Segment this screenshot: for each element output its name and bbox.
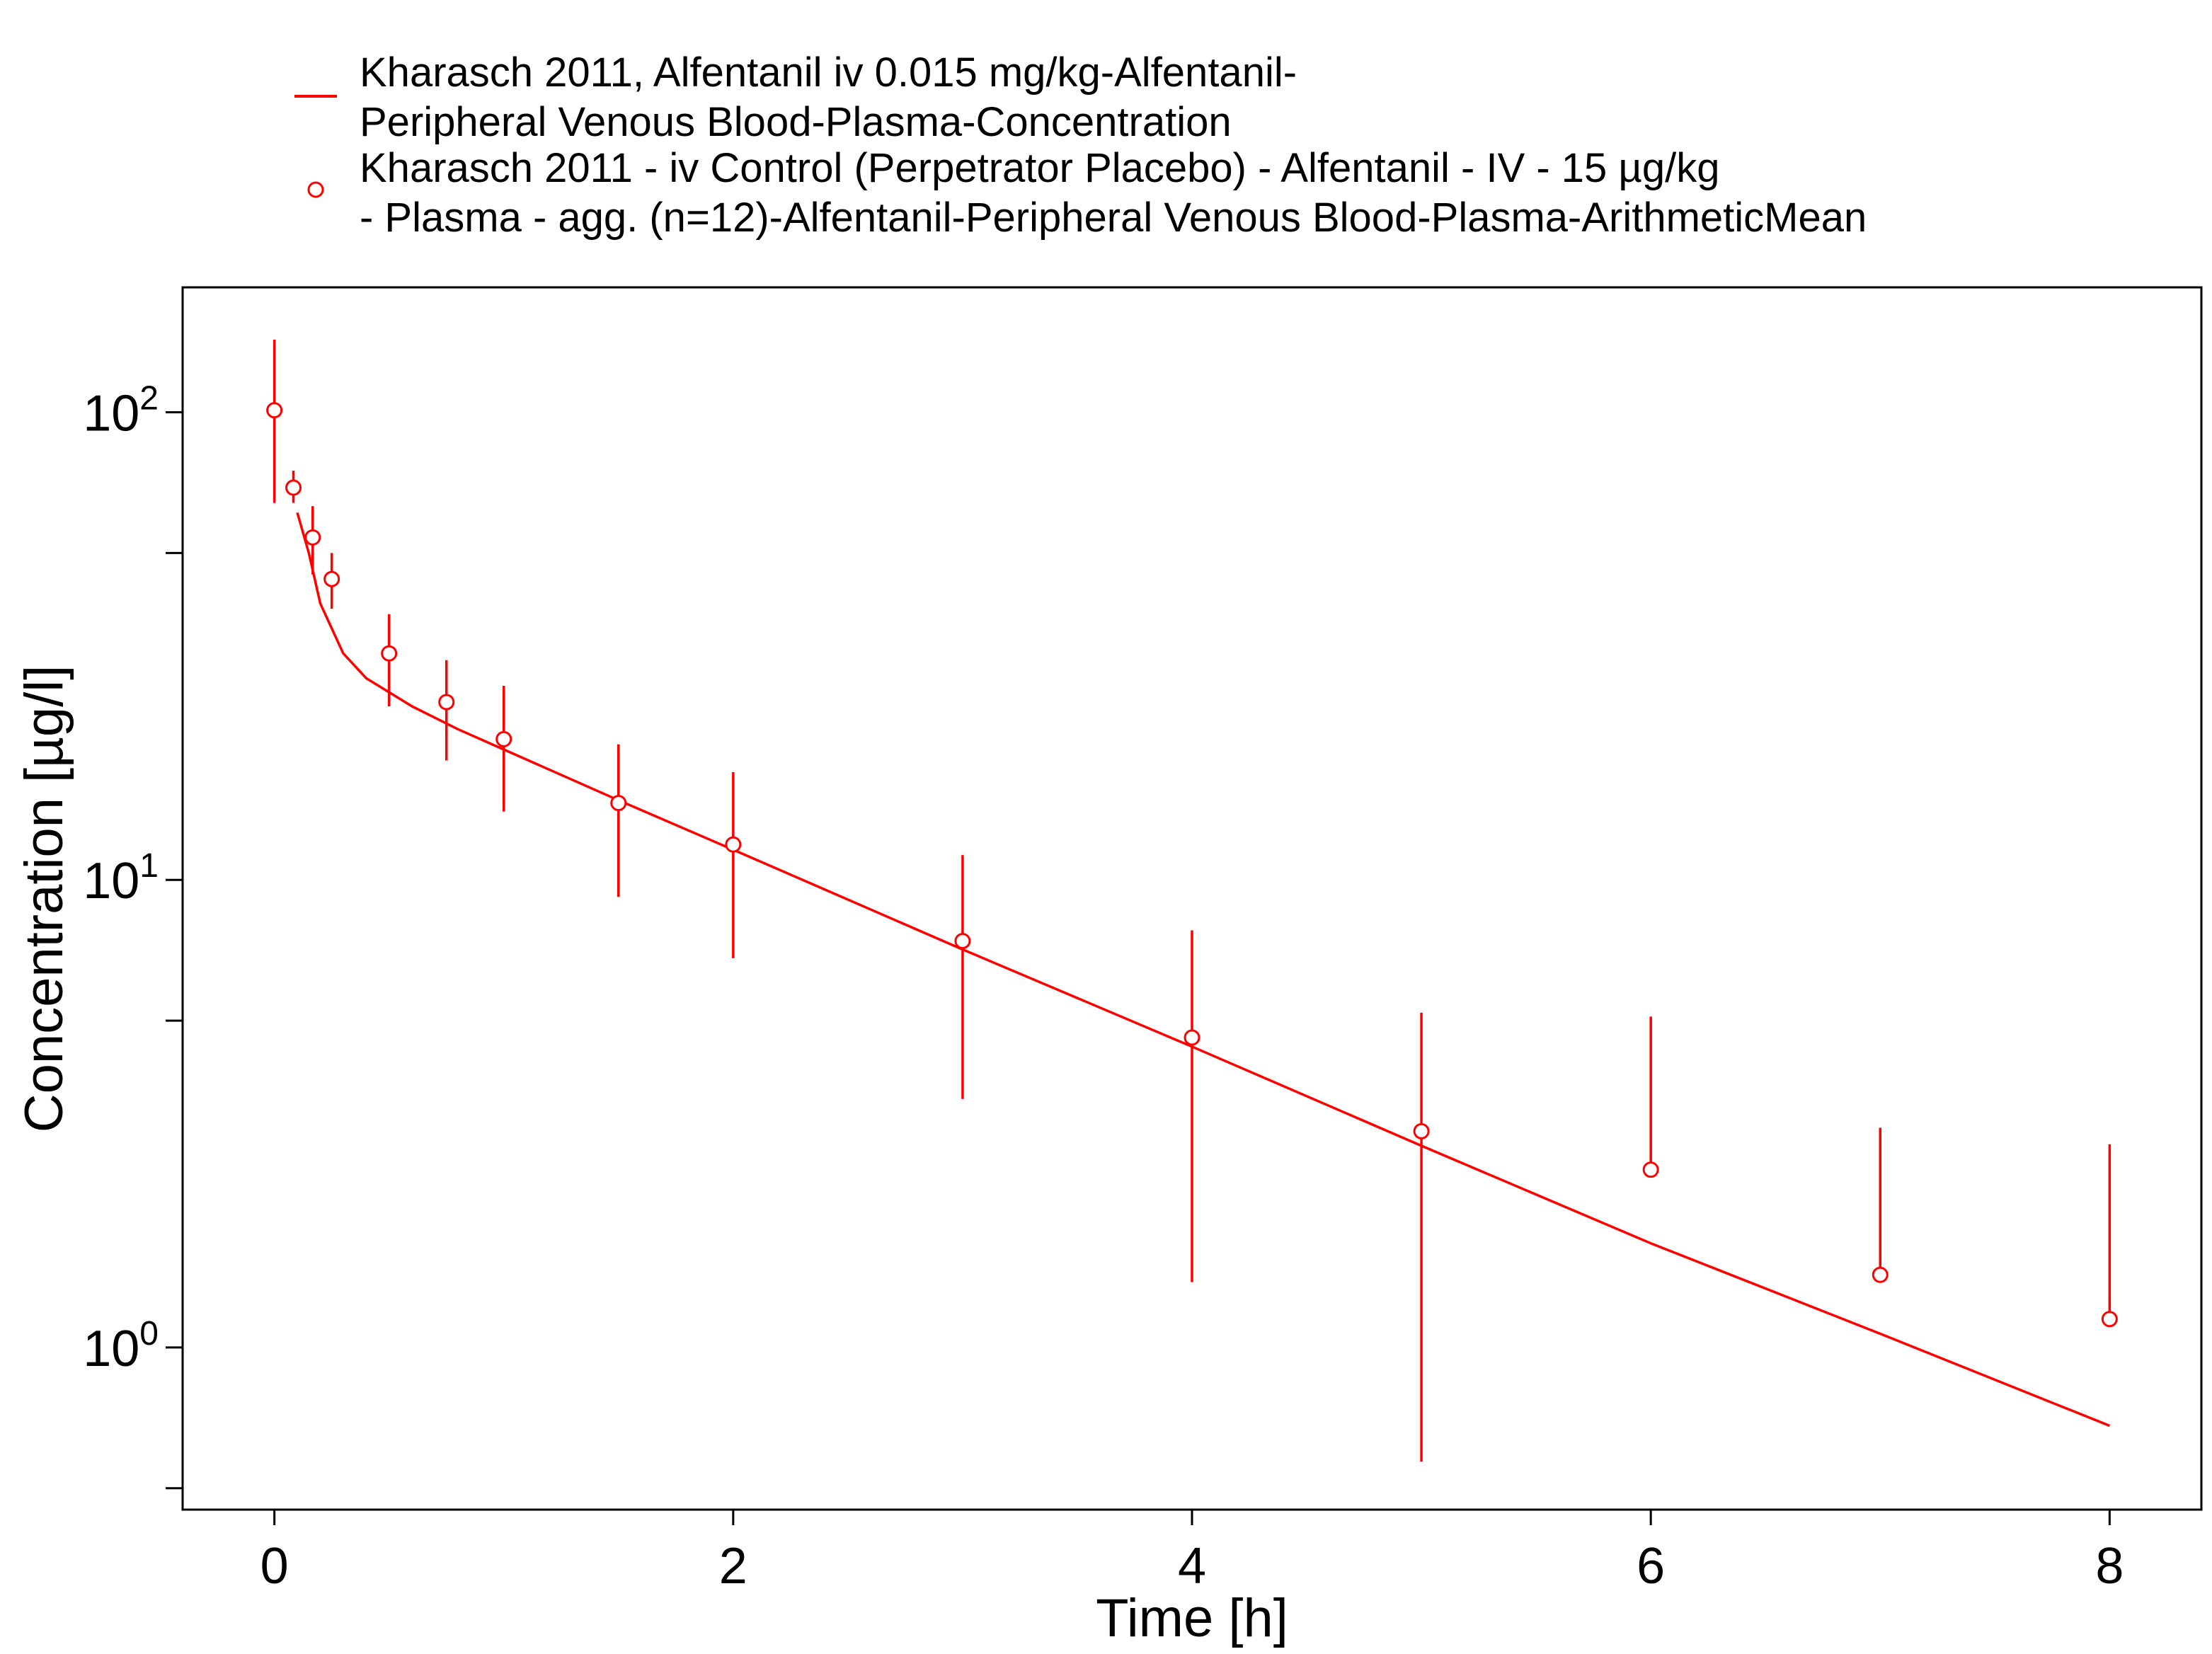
observed-data-point	[381, 645, 398, 662]
plot-area-frame	[181, 286, 2203, 1511]
plot-series	[266, 339, 2118, 1462]
observed-data-point	[1872, 1266, 1889, 1283]
legend-label-line-1: Kharasch 2011 - iv Control (Perpetrator …	[360, 145, 1719, 191]
legend-item-simulation: Kharasch 2011, Alfentanil iv 0.015 mg/kg…	[294, 50, 1297, 145]
observed-data-point	[954, 933, 971, 950]
observed-data-point	[610, 795, 627, 812]
observed-data-point	[725, 836, 742, 853]
y-axis-title: Concentration [µg/l]	[14, 665, 74, 1133]
legend-label-line-2: - Plasma - agg. (n=12)-Alfentanil-Periph…	[360, 195, 1867, 241]
observed-data-point	[1413, 1122, 1430, 1139]
legend-label-line-1: Kharasch 2011, Alfentanil iv 0.015 mg/kg…	[360, 50, 1297, 96]
x-tick-label: 4	[1178, 1538, 1206, 1595]
observed-data-point	[438, 694, 455, 711]
observed-data-point	[1184, 1029, 1200, 1046]
simulation-line	[296, 512, 2111, 1428]
legend-label-line-2: Peripheral Venous Blood-Plasma-Concentra…	[360, 99, 1232, 145]
observed-data-point	[266, 402, 283, 419]
observed-data-point	[2101, 1311, 2118, 1328]
x-axis-title: Time [h]	[1096, 1588, 1288, 1648]
y-tick-label: 100	[83, 1315, 159, 1377]
observed-data-point	[1642, 1161, 1659, 1178]
legend: Kharasch 2011, Alfentanil iv 0.015 mg/kg…	[294, 50, 1867, 241]
x-axis: 0 2 4 6 8	[260, 1510, 2124, 1595]
x-tick-label: 6	[1637, 1538, 1665, 1595]
x-tick-label: 0	[260, 1538, 289, 1595]
observed-data-point	[285, 479, 302, 496]
legend-item-observed: Kharasch 2011 - iv Control (Perpetrator …	[307, 145, 1867, 241]
legend-marker-swatch	[307, 181, 324, 198]
y-axis: 100 101 102	[83, 380, 183, 1490]
x-tick-label: 2	[719, 1538, 747, 1595]
x-tick-label: 8	[2095, 1538, 2124, 1595]
observed-data-point	[323, 570, 340, 587]
observed-data-point	[495, 730, 512, 747]
y-tick-label: 102	[83, 380, 159, 442]
y-tick-label: 101	[83, 847, 159, 909]
observed-data-point	[304, 529, 321, 546]
